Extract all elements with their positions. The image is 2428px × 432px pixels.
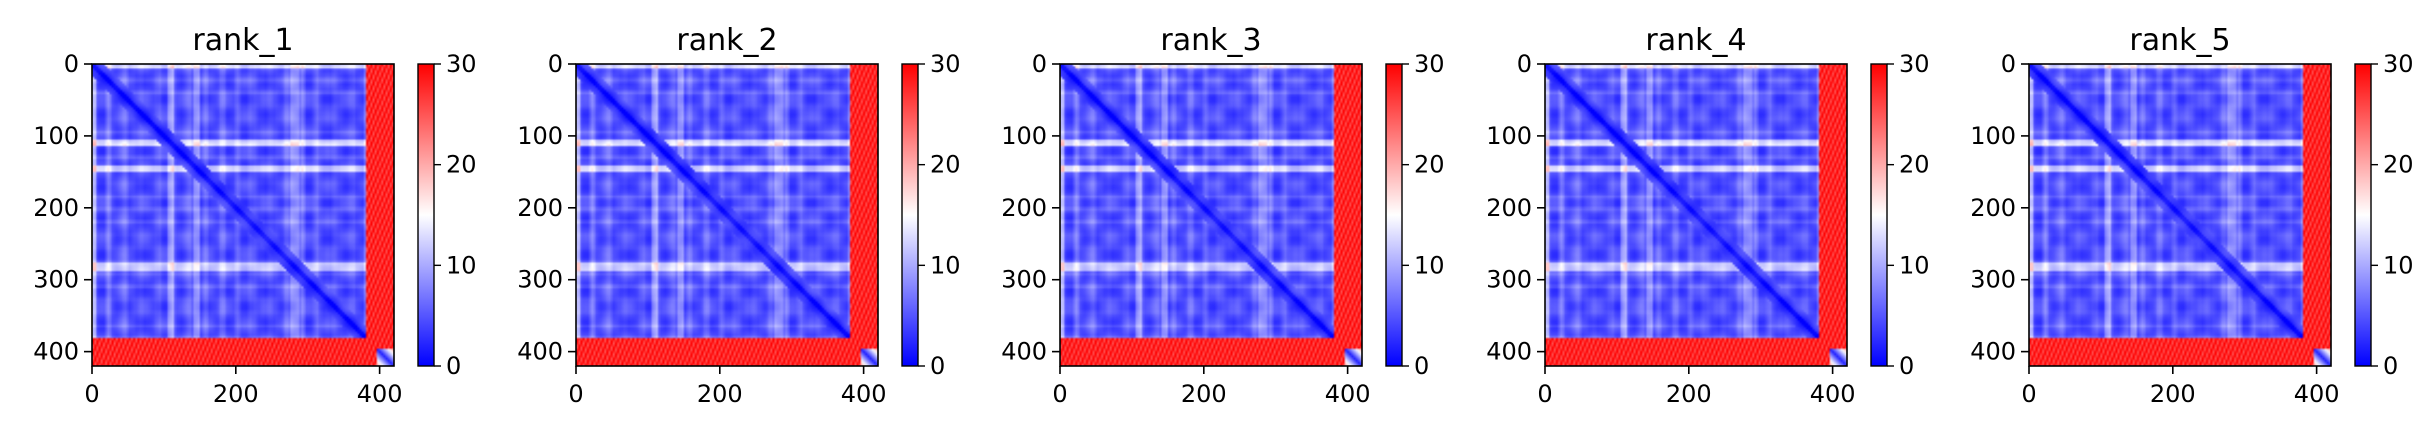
y-tick-label: 400 <box>517 338 563 366</box>
colorbar-frame <box>1870 63 1888 367</box>
axes-frame <box>91 63 395 367</box>
colorbar <box>1871 64 1887 366</box>
x-tick-label: 0 <box>2021 380 2036 408</box>
colorbar-tick-label: 30 <box>1414 50 1445 78</box>
x-tick-label: 200 <box>2150 380 2196 408</box>
colorbar-tick-label: 0 <box>446 352 461 380</box>
colorbar-tick-label: 30 <box>2383 50 2414 78</box>
chart-title: rank_1 <box>192 23 293 58</box>
y-tick-label: 200 <box>1001 194 1047 222</box>
y-tick-label: 200 <box>1486 194 1532 222</box>
y-tick-label: 300 <box>33 266 79 294</box>
colorbar-tick-label: 30 <box>446 50 477 78</box>
colorbar-tick-label: 0 <box>1899 352 1914 380</box>
axes-frame <box>575 63 879 367</box>
y-tick-label: 300 <box>517 266 563 294</box>
y-tick-label: 400 <box>33 338 79 366</box>
x-tick-label: 0 <box>568 380 583 408</box>
x-tick-label: 200 <box>697 380 743 408</box>
y-tick-label: 400 <box>1970 338 2016 366</box>
axes-frame <box>1544 63 1848 367</box>
x-tick-label: 0 <box>1052 380 1067 408</box>
colorbar-tick-label: 30 <box>930 50 961 78</box>
heatmap-image <box>576 64 878 366</box>
y-tick-label: 400 <box>1486 338 1532 366</box>
x-tick-label: 400 <box>357 380 403 408</box>
y-tick-label: 200 <box>1970 194 2016 222</box>
colorbar-tick-label: 20 <box>1899 151 1930 179</box>
colorbar-tick-label: 10 <box>930 251 961 279</box>
colorbar-tick-label: 0 <box>2383 352 2398 380</box>
heatmap-image <box>1060 64 1362 366</box>
colorbar-tick-label: 20 <box>446 151 477 179</box>
colorbar-tick-label: 10 <box>1414 251 1445 279</box>
colorbar-tick-label: 20 <box>2383 151 2414 179</box>
y-tick-label: 100 <box>33 122 79 150</box>
y-tick-label: 100 <box>517 122 563 150</box>
chart-title: rank_4 <box>1645 23 1746 58</box>
colorbar-tick-label: 10 <box>446 251 477 279</box>
colorbar <box>902 64 918 366</box>
x-tick-label: 400 <box>2294 380 2340 408</box>
y-tick-label: 0 <box>2001 50 2016 78</box>
y-tick-label: 200 <box>517 194 563 222</box>
colorbar-tick-label: 20 <box>930 151 961 179</box>
colorbar-tick-label: 10 <box>2383 251 2414 279</box>
y-tick-label: 0 <box>1517 50 1532 78</box>
colorbar-tick-label: 0 <box>1414 352 1429 380</box>
x-tick-label: 400 <box>841 380 887 408</box>
axes-frame <box>2028 63 2332 367</box>
x-tick-label: 200 <box>1181 380 1227 408</box>
colorbar-frame <box>1385 63 1403 367</box>
y-tick-label: 200 <box>33 194 79 222</box>
y-tick-label: 100 <box>1486 122 1532 150</box>
x-tick-label: 400 <box>1810 380 1856 408</box>
colorbar-frame <box>901 63 919 367</box>
x-tick-label: 200 <box>1666 380 1712 408</box>
colorbar-frame <box>2354 63 2372 367</box>
y-tick-label: 0 <box>548 50 563 78</box>
x-tick-label: 200 <box>213 380 259 408</box>
axes-frame <box>1059 63 1363 367</box>
heatmap-image <box>1545 64 1847 366</box>
y-tick-label: 0 <box>1032 50 1047 78</box>
y-tick-label: 0 <box>64 50 79 78</box>
colorbar <box>2355 64 2371 366</box>
colorbar-tick-label: 0 <box>930 352 945 380</box>
x-tick-label: 400 <box>1325 380 1371 408</box>
chart-title: rank_2 <box>676 23 777 58</box>
heatmap-image <box>92 64 394 366</box>
x-tick-label: 0 <box>1537 380 1552 408</box>
chart-title: rank_5 <box>2129 23 2230 58</box>
colorbar-tick-label: 10 <box>1899 251 1930 279</box>
y-tick-label: 100 <box>1970 122 2016 150</box>
heatmap-image <box>2029 64 2331 366</box>
colorbar <box>418 64 434 366</box>
chart-title: rank_3 <box>1160 23 1261 58</box>
y-tick-label: 100 <box>1001 122 1047 150</box>
colorbar-frame <box>417 63 435 367</box>
y-tick-label: 300 <box>1970 266 2016 294</box>
y-tick-label: 300 <box>1486 266 1532 294</box>
colorbar <box>1386 64 1402 366</box>
colorbar-tick-label: 30 <box>1899 50 1930 78</box>
x-tick-label: 0 <box>84 380 99 408</box>
y-tick-label: 300 <box>1001 266 1047 294</box>
y-tick-label: 400 <box>1001 338 1047 366</box>
colorbar-tick-label: 20 <box>1414 151 1445 179</box>
